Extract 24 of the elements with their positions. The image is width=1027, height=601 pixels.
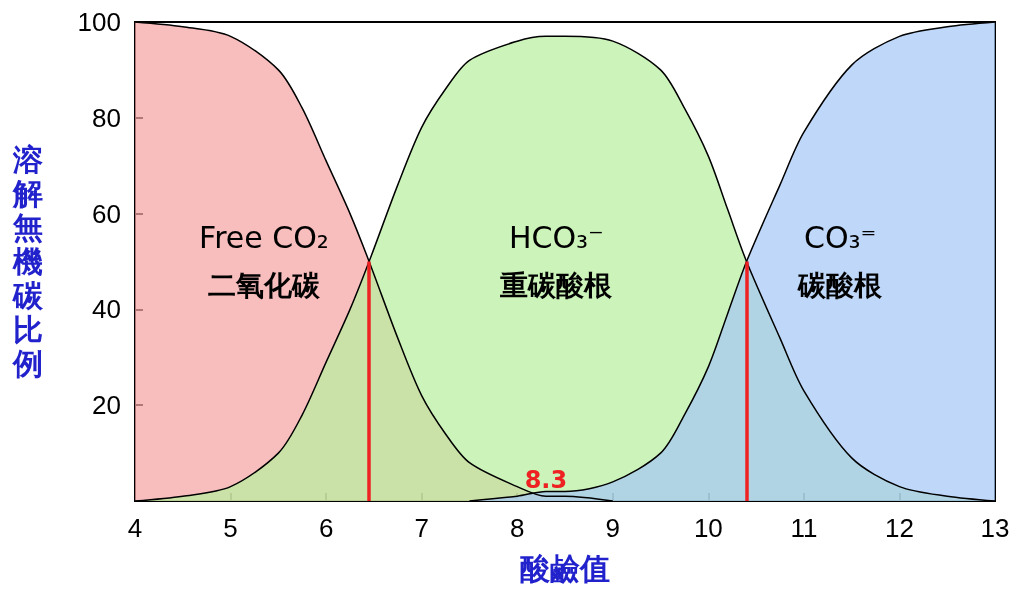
annotation: 二氧化碳 [208,268,321,302]
y-tick-label: 80 [92,102,121,133]
annotation: 重碳酸根 [499,268,614,302]
y-tick-label: 60 [92,198,121,229]
x-tick-label: 4 [127,513,143,543]
x-tick-label: 9 [605,513,621,543]
x-tick-label: 12 [884,513,914,543]
x-axis-title: 酸鹼值 [520,550,610,586]
annotation: 8.3 [524,466,568,494]
y-tick-label: 100 [77,7,121,37]
x-tick-label: 10 [693,513,723,543]
x-tick-label: 6 [318,513,334,543]
annotation: HCO₃⁻ [508,220,604,256]
y-tick-label: 20 [92,390,121,421]
annotation: CO₃⁼ [803,220,877,256]
annotation: Free CO₂ [199,220,329,256]
x-tick-label: 7 [414,513,429,543]
y-axis-title: 溶解無機碳比例 [12,142,44,381]
x-tick-label: 11 [790,513,818,543]
x-tick-label: 5 [223,513,238,543]
x-tick-label: 8 [509,513,525,543]
annotation: 碳酸根 [797,268,884,302]
x-tick-label: 13 [980,513,1010,543]
y-tick-label: 40 [92,294,121,325]
